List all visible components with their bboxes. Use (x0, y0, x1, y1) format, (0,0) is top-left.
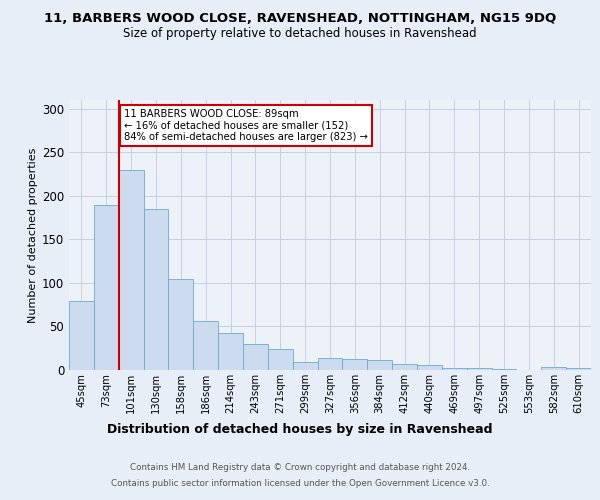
Bar (94, 204, 119, 370)
Bar (367, 360, 392, 370)
Text: 11 BARBERS WOOD CLOSE: 89sqm
← 16% of detached houses are smaller (152)
84% of s: 11 BARBERS WOOD CLOSE: 89sqm ← 16% of de… (124, 108, 368, 142)
Bar (417, 365, 442, 370)
Text: Size of property relative to detached houses in Ravenshead: Size of property relative to detached ho… (123, 28, 477, 40)
Text: Contains HM Land Registry data © Crown copyright and database right 2024.: Contains HM Land Registry data © Crown c… (130, 464, 470, 472)
Bar (143, 209, 169, 370)
Bar (317, 358, 343, 370)
Text: 11, BARBERS WOOD CLOSE, RAVENSHEAD, NOTTINGHAM, NG15 9DQ: 11, BARBERS WOOD CLOSE, RAVENSHEAD, NOTT… (44, 12, 556, 26)
Bar (343, 358, 367, 370)
Bar (566, 368, 591, 370)
Y-axis label: Number of detached properties: Number of detached properties (28, 148, 38, 322)
Bar (169, 280, 193, 370)
Bar (243, 344, 268, 370)
Bar (541, 368, 566, 370)
Bar (491, 369, 517, 370)
Bar (69, 301, 94, 370)
Bar (293, 362, 317, 370)
Bar (392, 364, 417, 370)
Bar (268, 349, 293, 370)
Bar (467, 368, 491, 370)
Bar (119, 170, 143, 370)
Bar (193, 321, 218, 370)
Bar (218, 332, 243, 370)
Bar (442, 368, 467, 370)
Text: Contains public sector information licensed under the Open Government Licence v3: Contains public sector information licen… (110, 478, 490, 488)
Text: Distribution of detached houses by size in Ravenshead: Distribution of detached houses by size … (107, 422, 493, 436)
